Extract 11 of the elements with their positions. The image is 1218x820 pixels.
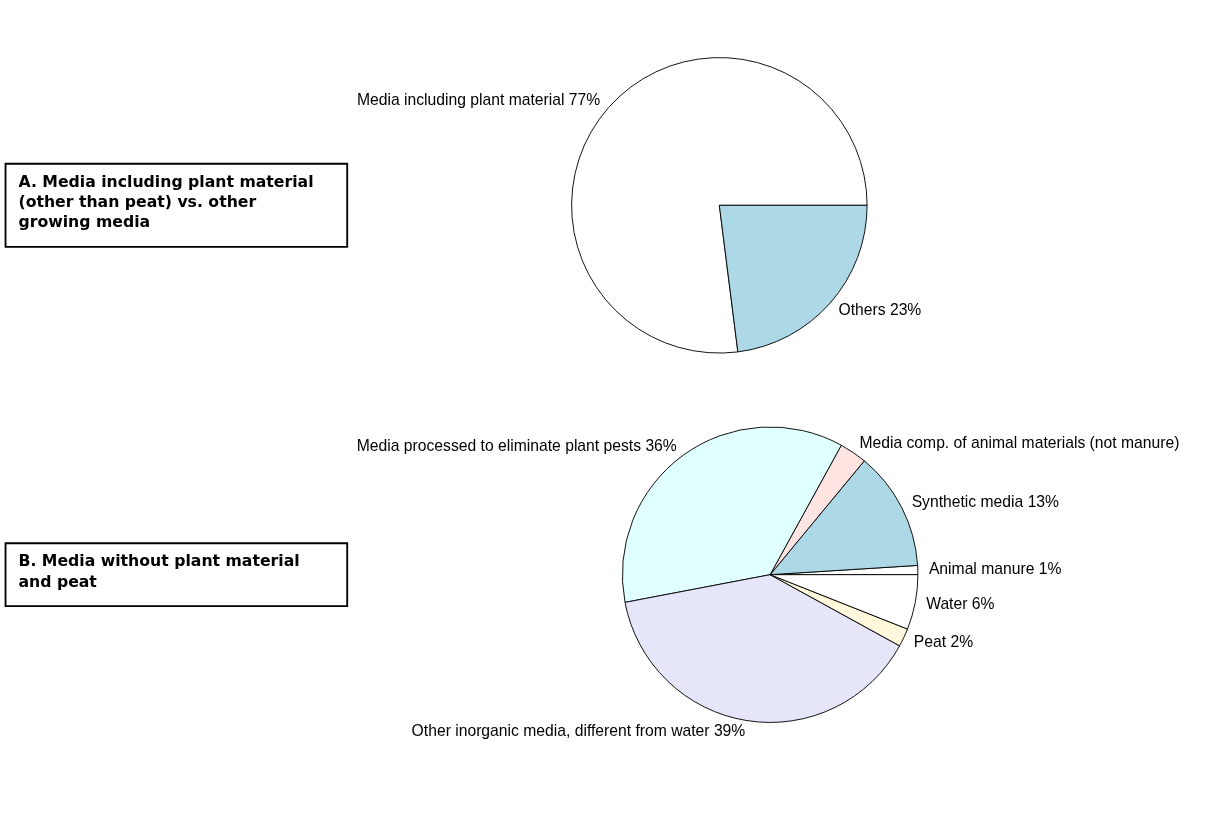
- slice-label: Synthetic media 13%: [911, 493, 1060, 511]
- slice-label: Peat 2%: [913, 632, 974, 650]
- slice-label: Water 6%: [926, 595, 995, 613]
- text: A. Media including plant material (other than peat) vs. other growing media: [18, 171, 314, 232]
- slice-label: Others 23%: [838, 300, 922, 318]
- slice-label: Media processed to eliminate plant pests 36%: [356, 436, 677, 454]
- slice-label: Other inorganic media, different from water 39%: [411, 722, 746, 740]
- text: B. Media without plant material and peat: [18, 551, 300, 591]
- slice-label: Media comp. of animal materials (not manure): [859, 433, 1180, 451]
- slice-label: Media including plant material 77%: [356, 90, 601, 108]
- slice-label: Animal manure 1%: [928, 560, 1062, 578]
